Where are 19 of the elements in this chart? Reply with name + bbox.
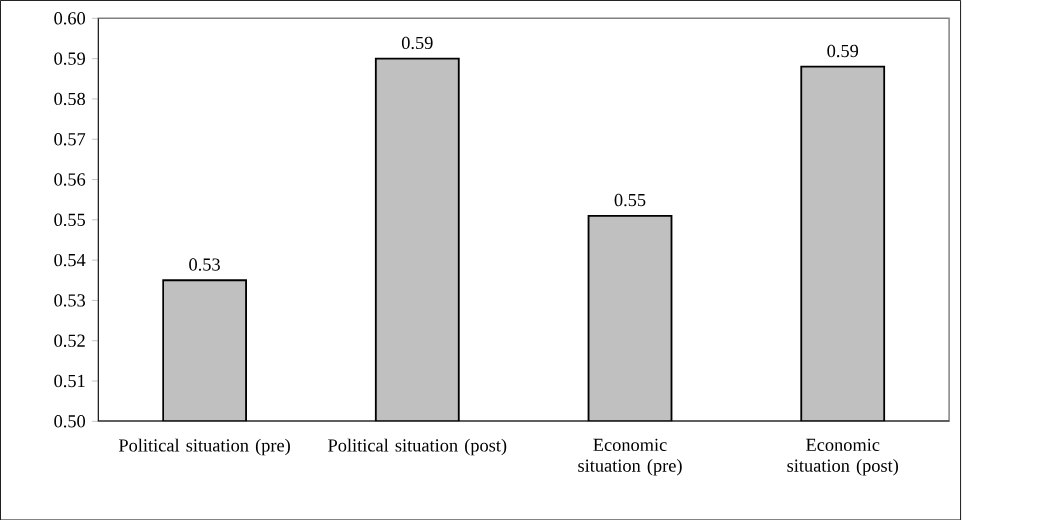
y-tick-label: 0.52 <box>54 334 85 347</box>
x-tick-label: Political situation (post) <box>328 438 507 456</box>
x-tick-label: Economic situation (post) <box>787 438 899 476</box>
data-label: 0.55 <box>614 193 646 207</box>
y-tick-label: 0.58 <box>54 92 86 105</box>
data-label: 0.59 <box>827 44 859 58</box>
y-tick-label: 0.53 <box>54 293 86 307</box>
y-tick-label: 0.51 <box>54 374 85 388</box>
y-tick-label: 0.60 <box>54 11 86 25</box>
x-tick-label: Economic situation (pre) <box>578 438 682 476</box>
y-tick-label: 0.59 <box>54 52 85 65</box>
y-tick-label: 0.57 <box>54 132 86 146</box>
data-label: 0.53 <box>189 258 220 271</box>
y-tick-label: 0.56 <box>54 173 86 186</box>
y-tick-label: 0.55 <box>54 213 86 226</box>
x-tick-label: Political situation (pre) <box>118 438 290 456</box>
y-tick-label: 0.50 <box>54 414 86 428</box>
data-label: 0.59 <box>401 36 433 49</box>
y-tick-label: 0.54 <box>54 253 86 267</box>
